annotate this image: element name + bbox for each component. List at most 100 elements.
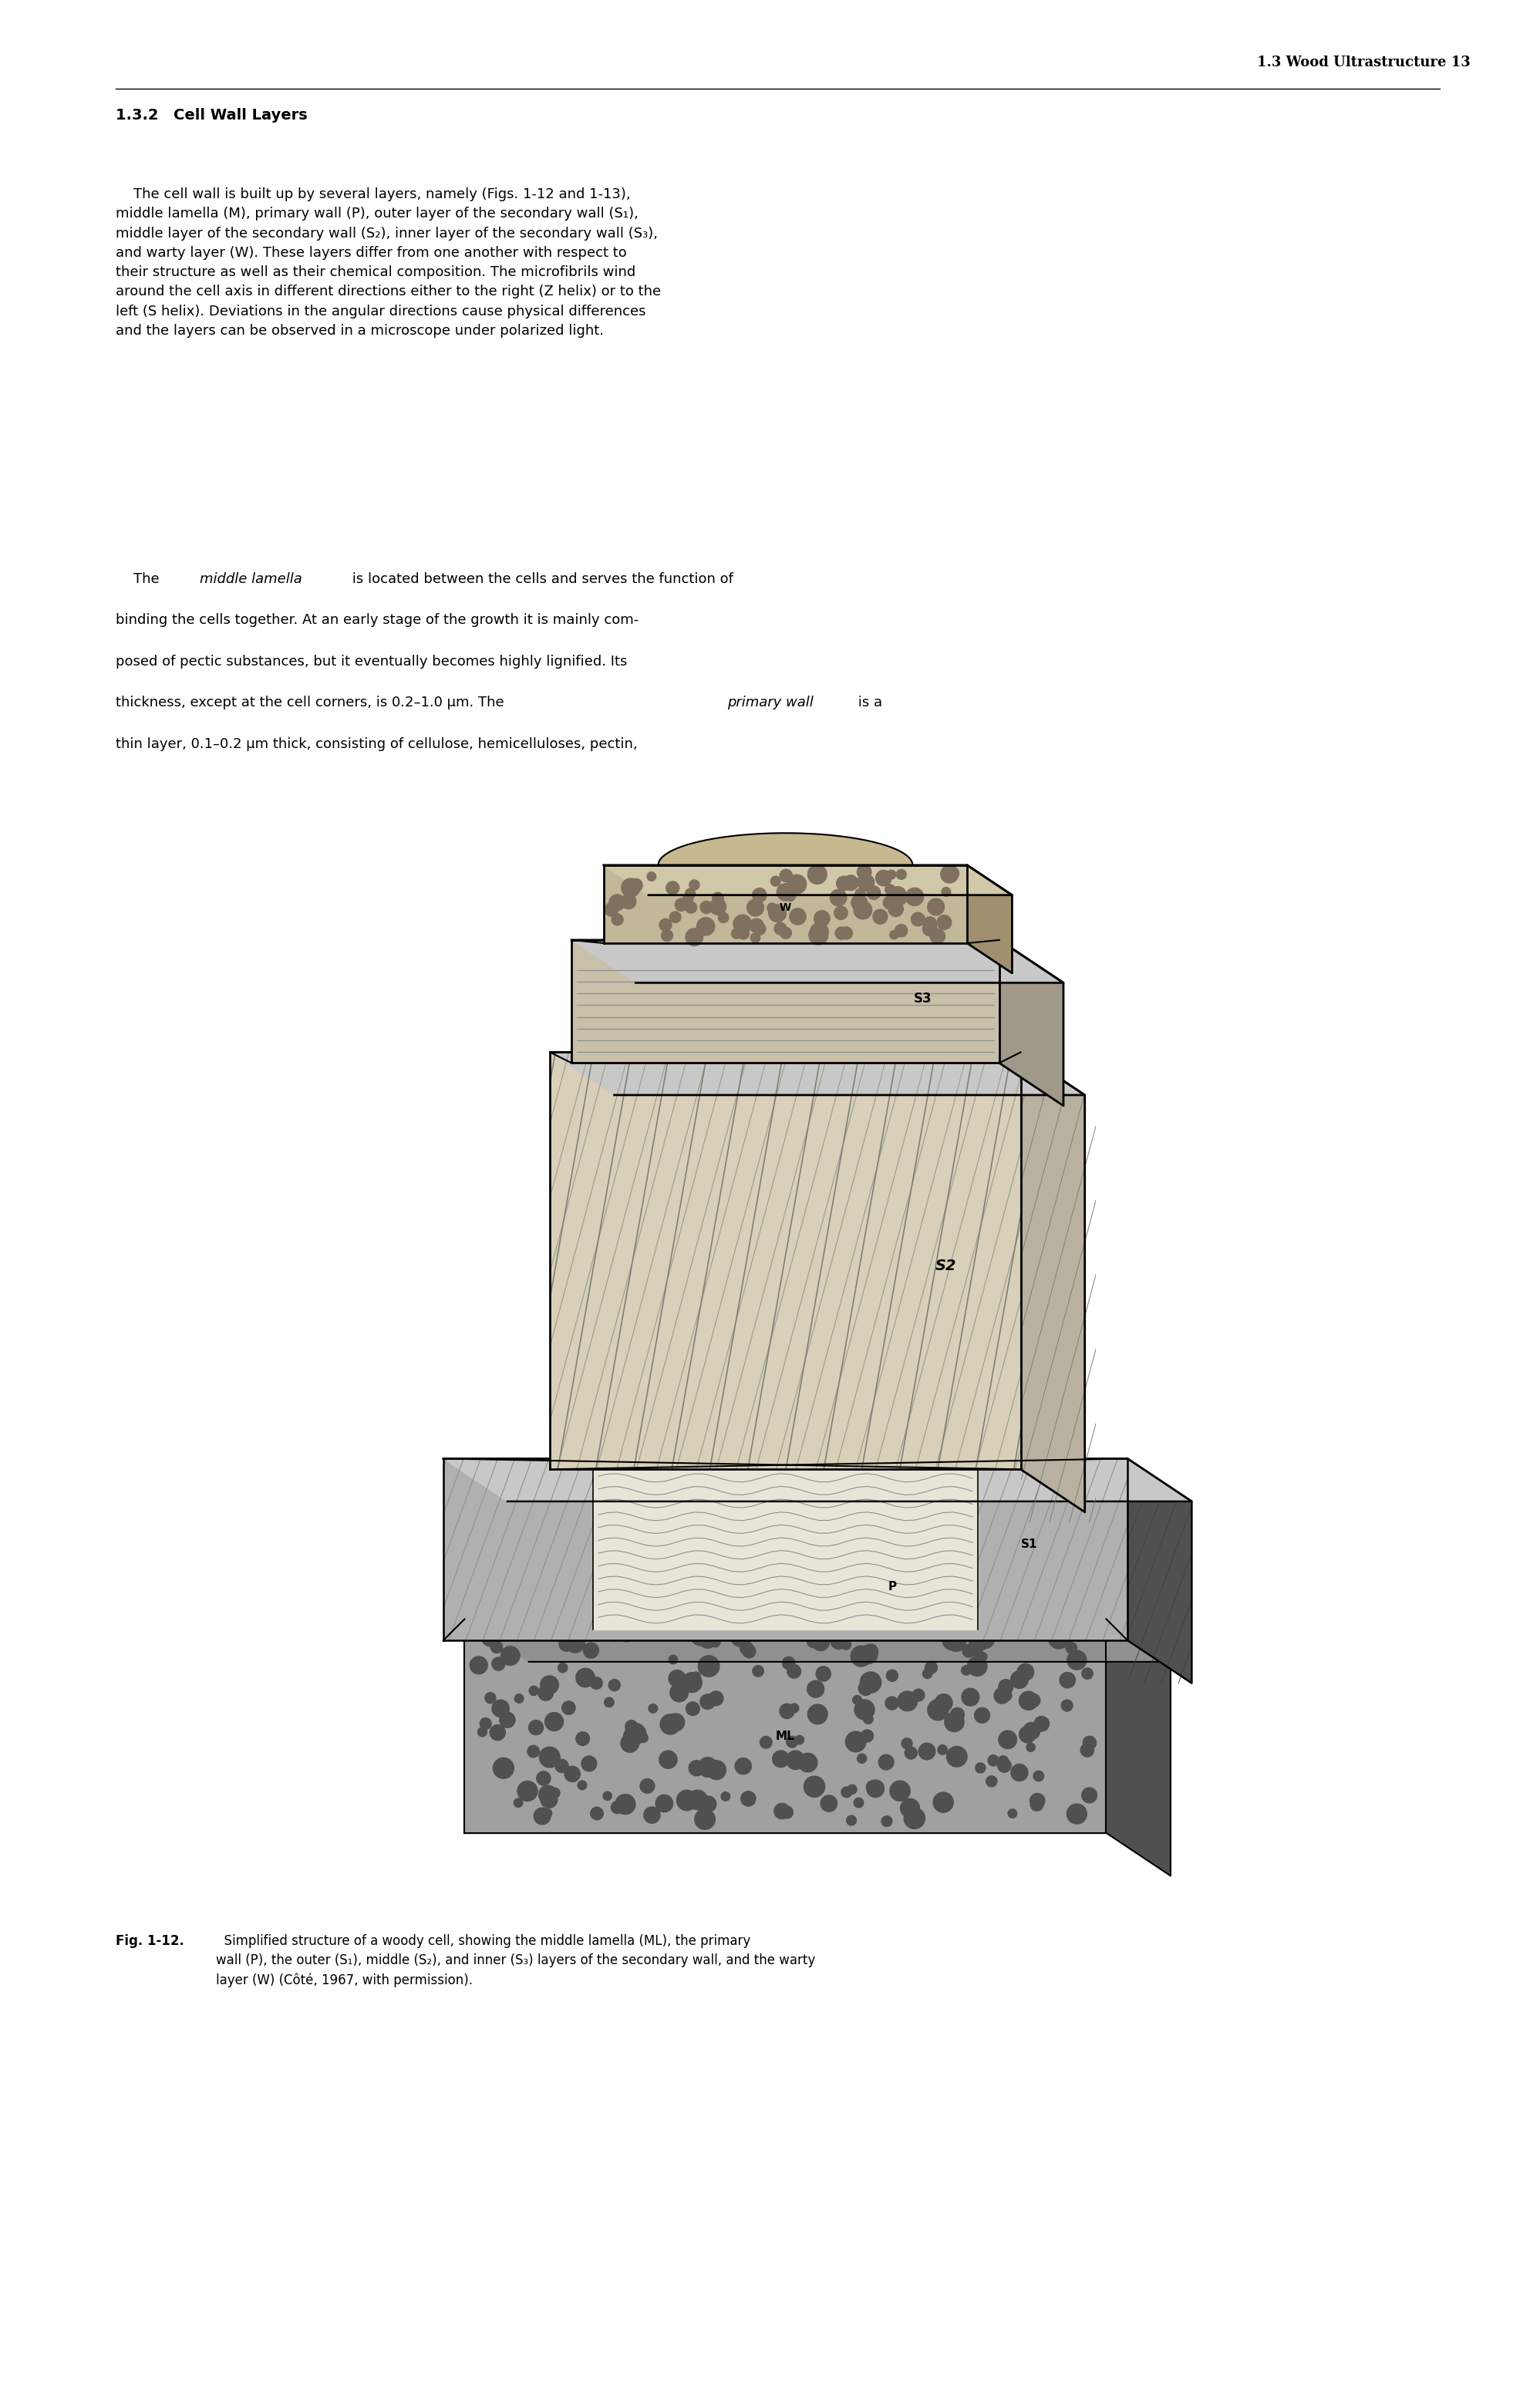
Circle shape bbox=[701, 1795, 716, 1812]
Circle shape bbox=[656, 1795, 673, 1812]
Circle shape bbox=[670, 1685, 688, 1701]
Circle shape bbox=[659, 1752, 678, 1769]
Circle shape bbox=[1049, 1629, 1069, 1648]
Circle shape bbox=[644, 1807, 661, 1824]
Circle shape bbox=[668, 1670, 685, 1687]
Circle shape bbox=[781, 928, 792, 940]
Circle shape bbox=[912, 1689, 924, 1701]
Polygon shape bbox=[465, 1620, 1170, 1663]
Circle shape bbox=[491, 1699, 510, 1718]
Circle shape bbox=[534, 1807, 551, 1824]
Circle shape bbox=[807, 1704, 827, 1723]
Circle shape bbox=[918, 1742, 935, 1759]
Circle shape bbox=[847, 1785, 856, 1795]
Circle shape bbox=[1030, 1797, 1043, 1812]
Polygon shape bbox=[444, 1459, 1192, 1502]
Circle shape bbox=[610, 894, 625, 911]
Circle shape bbox=[710, 899, 727, 916]
Circle shape bbox=[682, 894, 693, 904]
Circle shape bbox=[890, 1781, 910, 1800]
Circle shape bbox=[909, 1802, 918, 1812]
Circle shape bbox=[707, 1761, 725, 1781]
Circle shape bbox=[1056, 1632, 1072, 1646]
Circle shape bbox=[898, 1692, 918, 1711]
Circle shape bbox=[975, 1709, 990, 1723]
Circle shape bbox=[670, 911, 681, 923]
Text: Simplified structure of a woody cell, showing the middle lamella (ML), the prima: Simplified structure of a woody cell, sh… bbox=[216, 1934, 815, 1987]
Circle shape bbox=[961, 1689, 979, 1706]
Text: 1.3 Wood Ultrastructure 13: 1.3 Wood Ultrastructure 13 bbox=[1257, 55, 1471, 70]
Circle shape bbox=[967, 1656, 987, 1677]
Circle shape bbox=[906, 887, 924, 906]
Circle shape bbox=[961, 1665, 972, 1675]
Circle shape bbox=[807, 1634, 821, 1648]
Circle shape bbox=[1066, 1641, 1076, 1653]
Circle shape bbox=[1016, 1663, 1033, 1680]
Circle shape bbox=[795, 1735, 804, 1745]
Circle shape bbox=[701, 1694, 715, 1709]
Circle shape bbox=[1033, 1771, 1044, 1781]
Text: S3: S3 bbox=[913, 992, 932, 1007]
Circle shape bbox=[950, 1709, 964, 1721]
Circle shape bbox=[901, 1797, 919, 1817]
Circle shape bbox=[661, 930, 673, 942]
Circle shape bbox=[1083, 1735, 1096, 1749]
Circle shape bbox=[1019, 1692, 1038, 1711]
Circle shape bbox=[485, 1692, 496, 1704]
Circle shape bbox=[775, 1802, 790, 1819]
Circle shape bbox=[790, 908, 805, 925]
Circle shape bbox=[604, 1697, 614, 1706]
Circle shape bbox=[490, 1725, 505, 1740]
Circle shape bbox=[1087, 1622, 1103, 1639]
Circle shape bbox=[541, 1675, 559, 1694]
Circle shape bbox=[1027, 1694, 1040, 1706]
Text: The: The bbox=[116, 572, 163, 586]
Circle shape bbox=[835, 906, 847, 920]
Circle shape bbox=[530, 1687, 539, 1697]
Text: S1: S1 bbox=[1021, 1538, 1038, 1550]
Circle shape bbox=[625, 1721, 638, 1733]
Circle shape bbox=[867, 1781, 884, 1797]
Circle shape bbox=[718, 913, 728, 923]
Circle shape bbox=[556, 1759, 568, 1773]
Circle shape bbox=[750, 918, 764, 932]
Circle shape bbox=[936, 916, 952, 930]
Circle shape bbox=[730, 1627, 752, 1646]
Circle shape bbox=[641, 1778, 655, 1793]
Circle shape bbox=[1035, 1716, 1049, 1730]
Text: 1.3.2 Cell Wall Layers: 1.3.2 Cell Wall Layers bbox=[116, 108, 308, 123]
Circle shape bbox=[812, 1627, 827, 1644]
Circle shape bbox=[500, 1646, 521, 1665]
Circle shape bbox=[1081, 1788, 1096, 1802]
Circle shape bbox=[816, 1665, 832, 1682]
Polygon shape bbox=[593, 1459, 978, 1629]
Circle shape bbox=[721, 1793, 730, 1800]
Circle shape bbox=[927, 899, 944, 916]
Circle shape bbox=[812, 1634, 830, 1651]
Circle shape bbox=[815, 911, 830, 925]
Circle shape bbox=[741, 1790, 756, 1807]
Circle shape bbox=[659, 918, 671, 930]
Circle shape bbox=[942, 1632, 963, 1651]
Circle shape bbox=[624, 1730, 634, 1740]
Circle shape bbox=[790, 1704, 799, 1713]
Polygon shape bbox=[1127, 1459, 1192, 1682]
Text: Fig. 1-12.: Fig. 1-12. bbox=[116, 1934, 185, 1949]
Text: primary wall: primary wall bbox=[727, 697, 813, 709]
Circle shape bbox=[528, 1721, 544, 1735]
Circle shape bbox=[787, 1665, 801, 1677]
Circle shape bbox=[550, 1788, 561, 1797]
Circle shape bbox=[747, 899, 764, 916]
Circle shape bbox=[1060, 1672, 1075, 1687]
Text: S2: S2 bbox=[935, 1259, 956, 1274]
Polygon shape bbox=[967, 865, 1012, 973]
Circle shape bbox=[1009, 1809, 1016, 1819]
Text: is located between the cells and serves the function of: is located between the cells and serves … bbox=[348, 572, 733, 586]
Circle shape bbox=[482, 1627, 501, 1646]
Circle shape bbox=[975, 1764, 986, 1773]
Circle shape bbox=[698, 1656, 719, 1677]
Circle shape bbox=[562, 1701, 576, 1716]
Circle shape bbox=[781, 1807, 793, 1819]
Circle shape bbox=[696, 918, 715, 935]
Circle shape bbox=[963, 1644, 975, 1658]
